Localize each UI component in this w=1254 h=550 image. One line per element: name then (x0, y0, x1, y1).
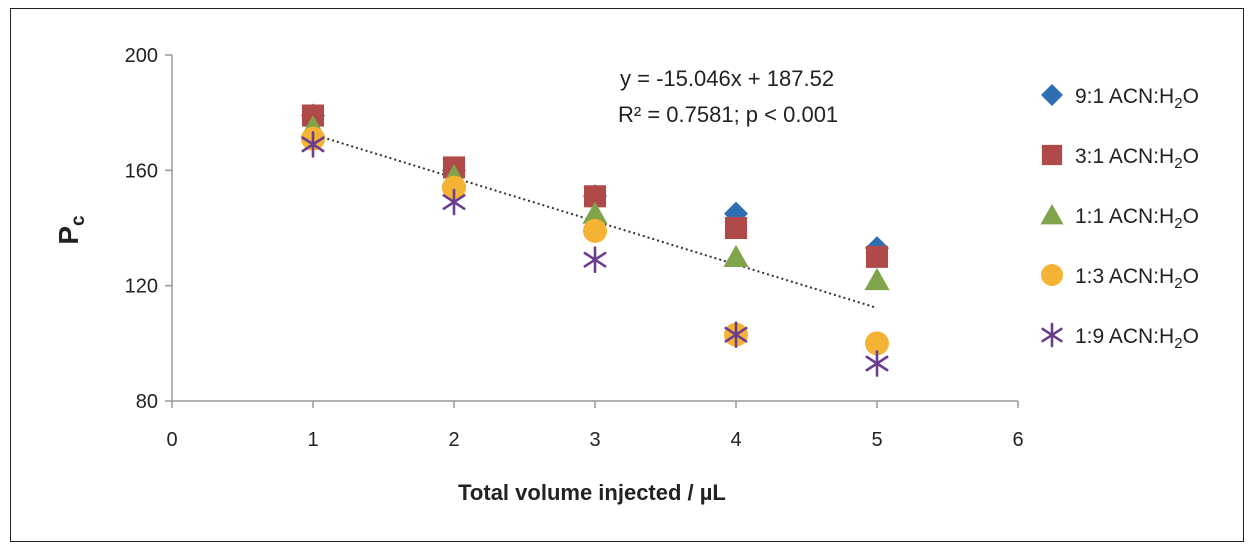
r-squared-label: R² = 0.7581; p < 0.001 (618, 102, 838, 127)
x-tick-label: 5 (871, 429, 882, 451)
x-axis-title: Total volume injected / µL (458, 480, 726, 505)
x-tick-label: 0 (166, 429, 177, 451)
legend-marker (1040, 204, 1064, 225)
y-tick-label: 160 (125, 160, 158, 182)
series-4 (301, 126, 889, 356)
legend-marker (1041, 144, 1063, 166)
legend-label: 9:1 ACN:H2O (1075, 85, 1199, 112)
data-point (582, 201, 608, 224)
y-axis-title: Pc (53, 215, 89, 245)
legend-marker (1041, 322, 1063, 348)
legend-marker (1041, 264, 1063, 286)
data-points (300, 103, 890, 377)
annotations: y = -15.046x + 187.52 R² = 0.7581; p < 0… (618, 66, 838, 127)
series-2 (301, 104, 889, 268)
legend-label: 3:1 ACN:H2O (1075, 145, 1199, 172)
data-point (724, 216, 748, 240)
legend: 9:1 ACN:H2O 3:1 ACN:H2O 1:1 ACN:H2O 1:3 ACN… (1040, 84, 1199, 352)
data-point (724, 321, 748, 348)
axis-titles: Total volume injected / µL Pc (53, 215, 726, 505)
y-axis-title-sub: c (68, 215, 89, 226)
axes: 80 120 160 200 0 1 2 3 4 5 6 (125, 45, 1024, 451)
x-tick-label: 2 (448, 429, 459, 451)
data-point (442, 188, 466, 216)
y-tick-label: 120 (125, 276, 158, 298)
data-point (301, 131, 325, 158)
legend-label: 1:1 ACN:H2O (1075, 205, 1199, 232)
legend-marker (1041, 84, 1063, 106)
y-axis-title-main: P (53, 226, 84, 245)
x-tick-label: 3 (589, 429, 600, 451)
legend-label: 1:9 ACN:H2O (1075, 325, 1199, 352)
legend-label: 1:3 ACN:H2O (1075, 265, 1199, 292)
data-point (865, 245, 889, 268)
legend-item: 1:3 ACN:H2O (1041, 264, 1199, 292)
chart-frame (10, 8, 1244, 542)
svg-text:Pc: Pc (53, 215, 89, 245)
legend-item: 1:1 ACN:H2O (1040, 204, 1199, 232)
data-point (442, 175, 466, 200)
y-tick-label: 80 (136, 391, 158, 413)
data-point (865, 331, 889, 356)
data-point (583, 185, 607, 208)
legend-item: 1:9 ACN:H2O (1041, 322, 1199, 352)
data-point (864, 267, 890, 291)
data-point (865, 350, 889, 377)
data-point (583, 218, 607, 243)
x-tick-label: 6 (1012, 429, 1023, 451)
y-tick-label: 200 (125, 45, 158, 67)
data-point (583, 246, 607, 274)
legend-item: 3:1 ACN:H2O (1041, 144, 1199, 172)
data-point (723, 244, 749, 268)
x-tick-label: 1 (307, 429, 318, 451)
x-tick-label: 4 (730, 429, 741, 451)
legend-item: 9:1 ACN:H2O (1041, 84, 1199, 112)
trendline-equation: y = -15.046x + 187.52 (620, 66, 834, 91)
series-5 (301, 131, 889, 377)
